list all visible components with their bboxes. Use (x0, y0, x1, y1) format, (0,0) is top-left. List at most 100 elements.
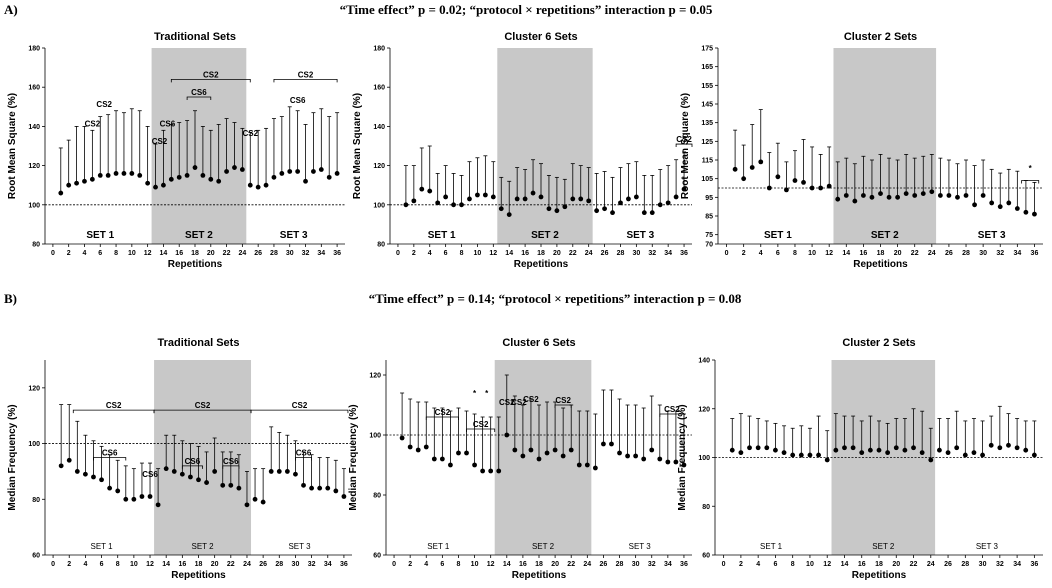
x-tick-label: 2 (739, 561, 743, 568)
data-point (546, 206, 552, 212)
data-point (490, 194, 496, 200)
data-point (204, 480, 209, 485)
shaded-set-2 (154, 360, 252, 555)
annotation: CS2 (96, 100, 112, 109)
data-point (448, 462, 453, 468)
y-tick-label: 180 (373, 46, 385, 53)
y-tick-label: 80 (32, 497, 40, 504)
data-point (594, 208, 600, 214)
data-point (584, 462, 590, 468)
data-point (843, 193, 849, 198)
data-point (504, 432, 510, 438)
x-tick-label: 4 (756, 561, 760, 568)
data-point (798, 452, 804, 458)
x-tick-label: 36 (1030, 561, 1038, 568)
data-point (903, 191, 909, 197)
data-point (781, 450, 787, 456)
set-label: SET 3 (288, 542, 311, 551)
data-point (435, 200, 441, 206)
significance-bracket (675, 143, 693, 148)
data-point (528, 447, 534, 453)
data-point (74, 469, 80, 474)
data-point (989, 200, 995, 206)
data-point (467, 196, 472, 202)
x-tick-label: 2 (67, 561, 71, 568)
x-tick-label: 32 (648, 250, 656, 257)
x-tick-label: 14 (162, 561, 170, 568)
data-point (498, 206, 504, 212)
data-point (212, 469, 218, 474)
data-point (1006, 442, 1011, 448)
bracket-label: CS2 (292, 401, 308, 410)
data-point (66, 182, 72, 188)
x-tick-label: 14 (505, 250, 513, 257)
annotation: CS2 (242, 129, 258, 138)
data-point (480, 468, 486, 474)
x-tick-label: 34 (664, 250, 672, 257)
data-point (610, 210, 615, 216)
data-point (318, 167, 324, 172)
x-tick-label: 30 (286, 250, 294, 257)
data-point (147, 494, 153, 499)
x-tick-label: 16 (178, 561, 186, 568)
data-point (139, 494, 145, 499)
x-tick-label: 24 (238, 250, 246, 257)
x-tick-label: 16 (175, 250, 183, 257)
data-point (301, 482, 306, 488)
x-tick-label: 8 (457, 561, 461, 568)
x-tick-label: 0 (722, 561, 726, 568)
y-tick-label: 125 (701, 139, 713, 146)
significance-bracket (425, 416, 459, 420)
data-point (626, 196, 631, 202)
data-point (284, 469, 290, 474)
y-tick-label: 165 (701, 64, 713, 71)
x-tick-label: 6 (98, 250, 102, 257)
data-point (937, 447, 942, 453)
bracket-label: CS6 (102, 449, 118, 458)
set-label: SET 3 (629, 542, 652, 551)
x-tick-label: 8 (114, 250, 118, 257)
x-tick-label: 16 (859, 250, 867, 257)
data-point (252, 496, 258, 502)
y-tick-label: 160 (28, 85, 40, 92)
bracket-label: CS2 (555, 396, 571, 405)
set-label: SET 3 (280, 230, 308, 241)
data-point (123, 496, 129, 502)
data-point (168, 176, 174, 182)
annotation: CS2 (523, 395, 539, 404)
x-tick-label: 16 (858, 561, 866, 568)
y-tick-label: 80 (373, 493, 381, 500)
x-tick-label: 18 (195, 561, 203, 568)
x-tick-label: 24 (927, 561, 935, 568)
y-tick-label: 145 (701, 102, 713, 109)
x-tick-label: 4 (83, 250, 87, 257)
x-tick-label: 28 (270, 250, 278, 257)
data-point (228, 482, 234, 488)
set-label: SET 2 (532, 542, 555, 551)
data-point (216, 178, 222, 184)
y-tick-label: 85 (705, 214, 713, 221)
set-label: SET 1 (427, 542, 450, 551)
data-point (309, 485, 315, 491)
data-point (578, 196, 584, 202)
y-tick-label: 100 (369, 433, 381, 440)
x-tick-label: 34 (1013, 250, 1021, 257)
x-tick-label: 10 (128, 250, 136, 257)
x-tick-label: 34 (1013, 561, 1021, 568)
data-point (260, 499, 266, 505)
x-tick-label: 0 (396, 250, 400, 257)
data-point (58, 463, 64, 469)
x-tick-label: 8 (791, 561, 795, 568)
x-tick-label: 32 (648, 561, 656, 568)
x-tick-label: 24 (243, 561, 251, 568)
panel-label-b: B) (4, 291, 17, 306)
significance-bracket (170, 78, 251, 83)
data-point (293, 471, 298, 477)
data-point (419, 186, 425, 192)
data-point (456, 450, 461, 456)
data-point (665, 459, 671, 465)
y-tick-label: 60 (702, 553, 710, 560)
data-point (1006, 200, 1012, 206)
data-point (816, 452, 821, 458)
y-tick-label: 100 (373, 202, 385, 209)
